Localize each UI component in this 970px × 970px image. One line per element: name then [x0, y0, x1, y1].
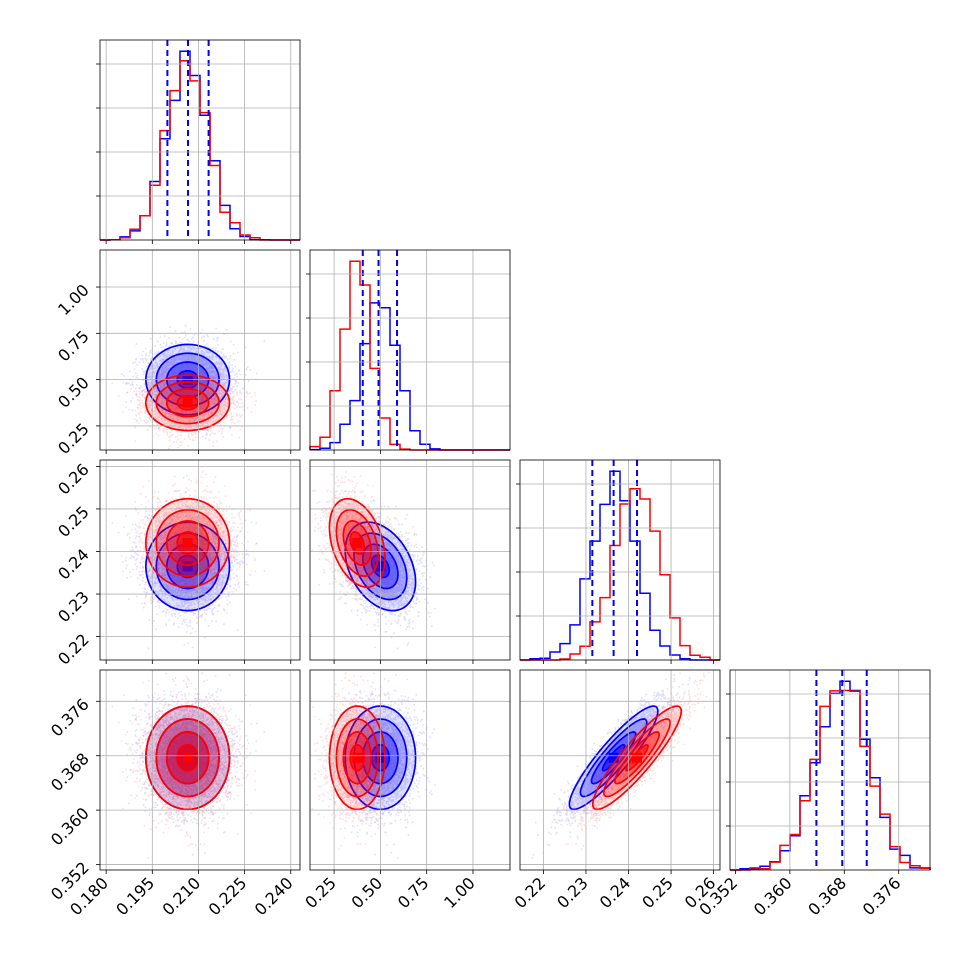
- x-tick-label-0-4: 0.240: [251, 873, 297, 919]
- x-tick-label-0-3: 0.225: [205, 873, 251, 919]
- peak-marker-red: [182, 397, 193, 408]
- panel-frame-2-0: [99, 459, 301, 661]
- y-tick-label-1-1: 0.50: [54, 373, 93, 412]
- peak-marker-red: [182, 537, 193, 548]
- hist-0-red: [100, 60, 300, 241]
- x-tick-label-3-2: 0.368: [804, 873, 850, 919]
- x-tick-label-1-3: 1.00: [440, 873, 479, 912]
- y-tick-label-3-3: 0.376: [47, 695, 93, 741]
- hist-3-blue: [730, 680, 931, 871]
- y-tick-label-1-2: 0.75: [54, 327, 93, 366]
- y-tick-label-2-1: 0.23: [54, 587, 93, 626]
- panel-frame-1-1: [309, 249, 511, 451]
- peak-marker-blue: [608, 752, 619, 763]
- panel-3-1-red-layer: [311, 671, 412, 850]
- hist-2-red: [520, 487, 720, 661]
- panel-frame-3-1: [309, 669, 511, 871]
- hist-3-red: [730, 689, 931, 871]
- peak-marker-red: [182, 752, 193, 763]
- x-tick-label-2-1: 0.23: [553, 873, 592, 912]
- x-tick-label-3-3: 0.376: [859, 873, 905, 919]
- y-tick-label-1-3: 1.00: [54, 280, 93, 319]
- y-tick-label-2-3: 0.25: [54, 502, 93, 541]
- panel-frame-2-1: [309, 459, 511, 661]
- panel-3-2-red-layer: [564, 671, 710, 850]
- peak-marker-red: [352, 537, 363, 548]
- histogram-step-blue: [730, 680, 931, 871]
- y-tick-label-2-0: 0.22: [54, 630, 93, 669]
- peak-marker-blue: [182, 561, 193, 572]
- histogram-step-red: [520, 487, 720, 661]
- panel-2-1-red-layer: [311, 471, 412, 617]
- y-tick-label-3-1: 0.360: [47, 804, 93, 850]
- panel-frame-3-3: [729, 669, 931, 871]
- y-tick-label-2-4: 0.26: [54, 460, 93, 499]
- histogram-step-blue: [100, 50, 300, 241]
- hist-2-blue: [520, 470, 720, 661]
- panel-frame-2-2: [519, 459, 721, 661]
- y-tick-label-3-2: 0.368: [47, 749, 93, 795]
- x-tick-label-1-1: 0.50: [348, 873, 387, 912]
- x-tick-label-0-1: 0.195: [112, 873, 158, 919]
- histogram-step-red: [730, 689, 931, 871]
- panel-frame-0-0: [99, 39, 301, 241]
- x-tick-label-2-3: 0.25: [638, 873, 677, 912]
- x-tick-label-0-2: 0.210: [158, 873, 204, 919]
- peak-marker-red: [352, 752, 363, 763]
- x-tick-label-3-1: 0.360: [750, 873, 796, 919]
- panel-frame-1-0: [99, 249, 301, 451]
- hist-0-blue: [100, 50, 300, 241]
- histogram-step-blue: [520, 470, 720, 661]
- y-tick-label-2-2: 0.24: [54, 545, 93, 584]
- x-tick-label-2-2: 0.24: [596, 873, 635, 912]
- x-tick-label-1-0: 0.25: [301, 873, 340, 912]
- histogram-step-red: [100, 60, 300, 241]
- y-tick-label-1-0: 0.25: [54, 419, 93, 458]
- peak-marker-red: [632, 752, 643, 763]
- panel-frame-3-0: [99, 669, 301, 871]
- panel-frame-3-2: [519, 669, 721, 871]
- panel-3-0-red-layer: [111, 671, 257, 850]
- x-tick-label-1-2: 0.75: [394, 873, 433, 912]
- x-tick-label-2-0: 0.22: [511, 873, 550, 912]
